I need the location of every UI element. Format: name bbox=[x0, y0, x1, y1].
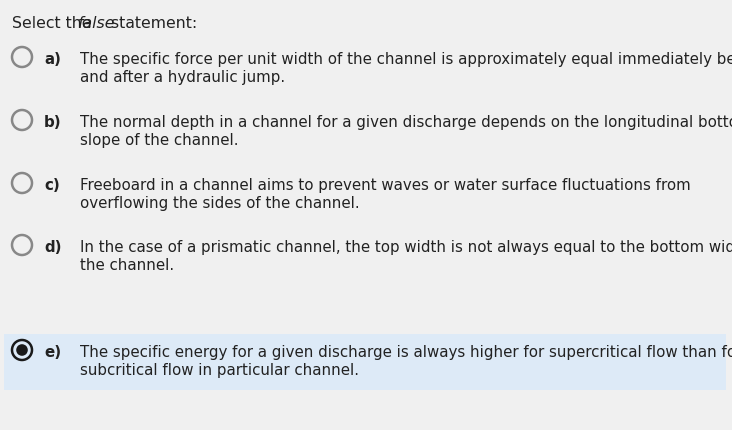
Text: a): a) bbox=[44, 52, 61, 67]
Text: the channel.: the channel. bbox=[80, 258, 174, 272]
Text: e): e) bbox=[44, 344, 61, 359]
Text: statement:: statement: bbox=[106, 16, 197, 31]
Text: The normal depth in a channel for a given discharge depends on the longitudinal : The normal depth in a channel for a give… bbox=[80, 115, 732, 130]
Circle shape bbox=[16, 344, 28, 356]
Text: false: false bbox=[78, 16, 116, 31]
Text: b): b) bbox=[44, 115, 61, 130]
Text: The specific energy for a given discharge is always higher for supercritical flo: The specific energy for a given discharg… bbox=[80, 344, 732, 359]
Text: subcritical flow in particular channel.: subcritical flow in particular channel. bbox=[80, 362, 359, 377]
Text: overflowing the sides of the channel.: overflowing the sides of the channel. bbox=[80, 196, 359, 211]
Text: d): d) bbox=[44, 240, 61, 255]
Text: slope of the channel.: slope of the channel. bbox=[80, 133, 239, 147]
Text: In the case of a prismatic channel, the top width is not always equal to the bot: In the case of a prismatic channel, the … bbox=[80, 240, 732, 255]
Text: The specific force per unit width of the channel is approximately equal immediat: The specific force per unit width of the… bbox=[80, 52, 732, 67]
Text: Select the: Select the bbox=[12, 16, 97, 31]
Text: and after a hydraulic jump.: and after a hydraulic jump. bbox=[80, 70, 285, 85]
Text: c): c) bbox=[44, 178, 60, 193]
FancyBboxPatch shape bbox=[4, 334, 726, 390]
Text: Freeboard in a channel aims to prevent waves or water surface fluctuations from: Freeboard in a channel aims to prevent w… bbox=[80, 178, 691, 193]
